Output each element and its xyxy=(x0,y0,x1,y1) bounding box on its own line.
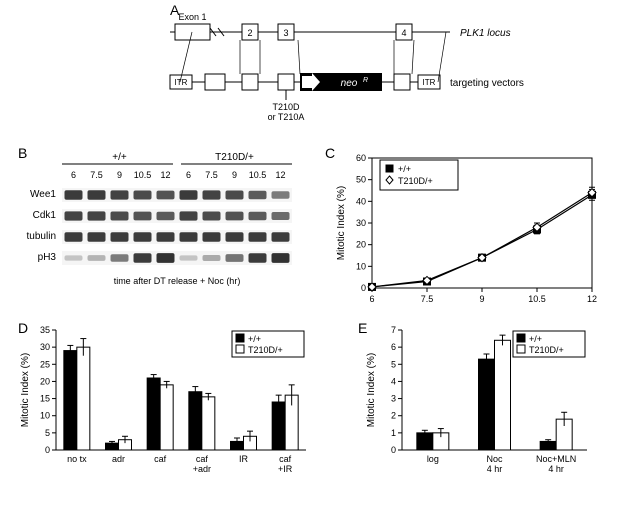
svg-text:7.5: 7.5 xyxy=(90,170,103,180)
svg-text:+IR: +IR xyxy=(278,464,293,474)
svg-text:0: 0 xyxy=(391,445,396,455)
svg-text:caf: caf xyxy=(154,454,167,464)
svg-text:Noc: Noc xyxy=(486,454,503,464)
svg-text:+/+: +/+ xyxy=(398,164,411,174)
svg-text:3: 3 xyxy=(391,394,396,404)
svg-text:10.5: 10.5 xyxy=(134,170,152,180)
svg-text:10: 10 xyxy=(356,261,366,271)
svg-text:10: 10 xyxy=(40,411,50,421)
svg-text:20: 20 xyxy=(356,240,366,250)
svg-text:20: 20 xyxy=(40,376,50,386)
svg-text:4 hr: 4 hr xyxy=(548,464,564,474)
svg-text:ITR: ITR xyxy=(423,78,436,87)
svg-text:9: 9 xyxy=(117,170,122,180)
svg-text:0: 0 xyxy=(45,445,50,455)
svg-text:T210D/+: T210D/+ xyxy=(529,345,564,355)
svg-text:6: 6 xyxy=(186,170,191,180)
svg-text:adr: adr xyxy=(112,454,125,464)
panel-e-chart: 01234567Mitotic Index (%)logNoc4 hrNoc+M… xyxy=(360,322,615,502)
panel-c-chart: 0 10 20 30 40 50 60 6 7.5 9 10.5 12 Mitotic Index (%… xyxy=(330,148,620,318)
svg-text:Exon 1: Exon 1 xyxy=(178,12,206,22)
svg-text:4: 4 xyxy=(401,28,406,38)
panel-b-blots: +/+ T210D/+ 6 7.5 9 10.5 12 6 7.5 9 10.5 12 Wee1 Cdk1… xyxy=(14,148,324,308)
svg-text:2: 2 xyxy=(247,28,252,38)
svg-text:30: 30 xyxy=(40,342,50,352)
svg-text:Wee1: Wee1 xyxy=(30,189,56,200)
svg-text:+/+: +/+ xyxy=(112,152,127,163)
svg-text:or T210A: or T210A xyxy=(268,112,305,122)
svg-text:5: 5 xyxy=(45,428,50,438)
svg-text:T210D/+: T210D/+ xyxy=(215,152,254,163)
svg-text:15: 15 xyxy=(40,394,50,404)
svg-text:time after DT release + Noc (h: time after DT release + Noc (hr) xyxy=(114,276,241,286)
svg-text:Mitotic Index (%): Mitotic Index (%) xyxy=(336,186,347,260)
svg-text:5: 5 xyxy=(391,359,396,369)
svg-text:Noc+MLN: Noc+MLN xyxy=(536,454,576,464)
svg-text:35: 35 xyxy=(40,325,50,335)
svg-text:caf: caf xyxy=(279,454,292,464)
svg-text:T210D: T210D xyxy=(272,102,300,112)
svg-text:neo: neo xyxy=(341,78,358,89)
svg-text:6: 6 xyxy=(369,294,374,304)
panel-d-chart: 0 5 10 15 20 25 30 35 Mitotic Index (%) no tx adr c… xyxy=(14,322,324,502)
svg-text:T210D/+: T210D/+ xyxy=(248,345,283,355)
svg-text:4: 4 xyxy=(391,376,396,386)
svg-text:Mitotic Index (%): Mitotic Index (%) xyxy=(366,353,377,427)
svg-text:9: 9 xyxy=(232,170,237,180)
svg-text:12: 12 xyxy=(587,294,597,304)
svg-text:log: log xyxy=(427,454,439,464)
svg-text:7.5: 7.5 xyxy=(421,294,434,304)
svg-text:10.5: 10.5 xyxy=(249,170,267,180)
svg-text:R: R xyxy=(363,77,368,84)
svg-text:40: 40 xyxy=(356,196,366,206)
panel-a-diagram: Exon 1 2 3 4 PLK1 locus ITR ITR neo Rtargeting v… xyxy=(150,10,530,140)
svg-text:caf: caf xyxy=(196,454,209,464)
svg-text:30: 30 xyxy=(356,218,366,228)
svg-text:7.5: 7.5 xyxy=(205,170,218,180)
svg-text:12: 12 xyxy=(275,170,285,180)
svg-text:10.5: 10.5 xyxy=(528,294,546,304)
svg-text:50: 50 xyxy=(356,175,366,185)
svg-text:T210D/+: T210D/+ xyxy=(398,176,433,186)
svg-text:3: 3 xyxy=(283,28,288,38)
svg-text:6: 6 xyxy=(71,170,76,180)
svg-text:12: 12 xyxy=(160,170,170,180)
svg-text:targeting vectors: targeting vectors xyxy=(450,78,524,89)
svg-text:6: 6 xyxy=(391,342,396,352)
svg-text:pH3: pH3 xyxy=(38,252,57,263)
svg-text:4 hr: 4 hr xyxy=(487,464,503,474)
svg-text:+/+: +/+ xyxy=(248,334,261,344)
svg-text:ITR: ITR xyxy=(175,78,188,87)
svg-text:60: 60 xyxy=(356,153,366,163)
svg-text:+adr: +adr xyxy=(193,464,211,474)
svg-text:7: 7 xyxy=(391,325,396,335)
svg-text:2: 2 xyxy=(391,411,396,421)
svg-text:Cdk1: Cdk1 xyxy=(33,210,57,221)
svg-text:no tx: no tx xyxy=(67,454,87,464)
svg-text:+/+: +/+ xyxy=(529,334,542,344)
svg-text:0: 0 xyxy=(361,283,366,293)
svg-text:PLK1 locus: PLK1 locus xyxy=(460,28,511,39)
svg-text:9: 9 xyxy=(479,294,484,304)
svg-text:25: 25 xyxy=(40,359,50,369)
svg-text:IR: IR xyxy=(239,454,249,464)
svg-text:1: 1 xyxy=(391,428,396,438)
svg-text:Mitotic Index (%): Mitotic Index (%) xyxy=(20,353,31,427)
svg-text:tubulin: tubulin xyxy=(27,231,56,242)
